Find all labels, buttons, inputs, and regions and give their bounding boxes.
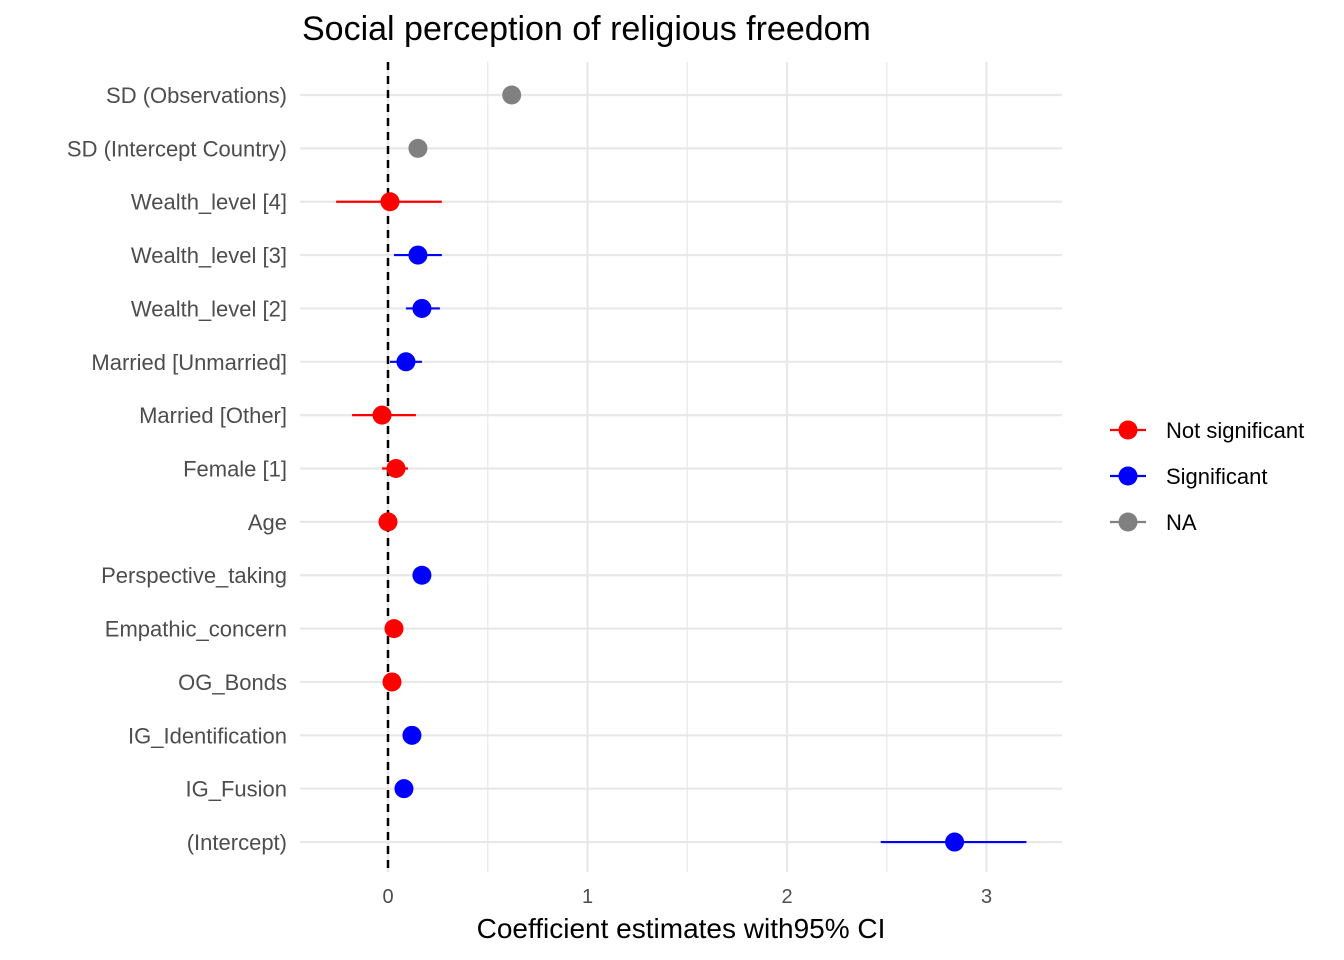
y-tick-label: Wealth_level [3] <box>131 243 287 268</box>
estimate-point <box>408 138 428 158</box>
estimate-point <box>394 779 414 799</box>
y-tick-label: Age <box>248 510 287 535</box>
estimate-point <box>412 565 432 585</box>
y-tick-label: Married [Other] <box>139 403 287 428</box>
y-tick-label: Perspective_taking <box>101 563 287 588</box>
y-tick-label: Female [1] <box>183 457 287 482</box>
legend-key-point <box>1118 466 1138 486</box>
y-tick-label: SD (Intercept Country) <box>67 136 287 161</box>
estimate-point <box>386 459 406 479</box>
x-tick-label: 1 <box>582 886 593 908</box>
estimate-point <box>402 725 422 745</box>
estimate-point <box>378 512 398 532</box>
estimate-point <box>412 298 432 318</box>
y-tick-label: Empathic_concern <box>105 617 287 642</box>
y-tick-label: Wealth_level [4] <box>131 190 287 215</box>
legend-label: NA <box>1166 510 1197 535</box>
estimate-point <box>945 832 965 852</box>
x-axis-labels: 0 1 2 3 <box>382 886 992 908</box>
legend-key-point <box>1118 420 1138 440</box>
grid-lines <box>300 62 1062 872</box>
estimate-point <box>396 352 416 372</box>
estimate-point <box>380 192 400 212</box>
legend-label: Not significant <box>1166 418 1304 443</box>
estimate-point <box>384 619 404 639</box>
y-axis-labels: SD (Observations) SD (Intercept Country) W… <box>67 83 287 855</box>
x-tick-label: 2 <box>781 886 792 908</box>
y-tick-label: SD (Observations) <box>106 83 287 108</box>
data-marks <box>336 85 1027 852</box>
estimate-point <box>382 672 402 692</box>
y-tick-label: Married [Unmarried] <box>91 350 287 375</box>
y-tick-label: IG_Identification <box>128 723 287 748</box>
y-tick-label: (Intercept) <box>187 830 287 855</box>
chart-title: Social perception of religious freedom <box>302 10 871 48</box>
estimate-point <box>372 405 392 425</box>
x-tick-label: 3 <box>981 886 992 908</box>
estimate-point <box>408 245 428 265</box>
x-tick-label: 0 <box>382 886 393 908</box>
estimate-point <box>502 85 522 105</box>
x-axis-title: Coefficient estimates with95% CI <box>477 913 886 944</box>
legend-key-point <box>1118 512 1138 532</box>
y-tick-label: OG_Bonds <box>178 670 287 695</box>
legend: Not significant Significant NA <box>1110 418 1304 535</box>
legend-label: Significant <box>1166 464 1268 489</box>
y-tick-label: Wealth_level [2] <box>131 296 287 321</box>
y-tick-label: IG_Fusion <box>186 777 288 802</box>
